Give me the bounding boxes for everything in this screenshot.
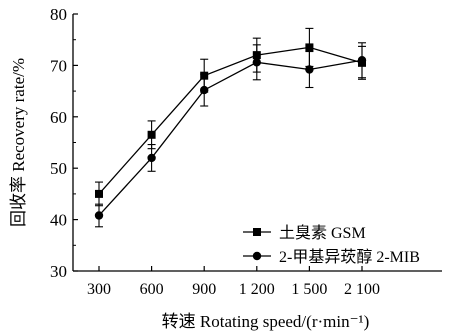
data-point — [357, 56, 367, 65]
legend-label: 土臭素 GSM — [279, 224, 366, 242]
legend-label: 2-甲基异莰醇 2-MIB — [279, 248, 420, 266]
series-1 — [95, 27, 366, 207]
series-line — [98, 46, 363, 195]
x-axis-label: 转速 Rotating speed/(r·min⁻¹) — [162, 312, 370, 331]
y-tick-label: 30 — [50, 262, 67, 281]
data-point — [252, 58, 261, 67]
axes: 30 40 50 60 70 80 300 600 900 1 200 1 500 2 100 — [50, 5, 442, 298]
series-line — [98, 59, 363, 216]
data-point — [305, 65, 314, 74]
x-tick-label: 900 — [192, 281, 216, 298]
data-point — [95, 189, 103, 198]
y-tick-label: 50 — [50, 159, 67, 178]
x-tick-label: 1 500 — [291, 281, 327, 298]
y-tick-label: 40 — [50, 211, 67, 230]
series-2 — [94, 42, 367, 228]
x-tick-label: 1 200 — [239, 281, 275, 298]
y-tick-label: 70 — [50, 56, 67, 75]
data-point — [305, 43, 314, 52]
series-layer — [94, 27, 367, 228]
legend-marker — [252, 251, 262, 261]
legend: 土臭素 GSM 2-甲基异莰醇 2-MIB — [243, 224, 420, 266]
y-tick-label: 60 — [50, 108, 67, 127]
data-point — [200, 85, 209, 95]
data-point — [147, 153, 156, 163]
y-tick-label: 80 — [50, 5, 67, 24]
data-point — [94, 211, 104, 220]
data-point — [147, 130, 156, 139]
x-tick-label: 300 — [87, 281, 111, 298]
x-tick-label: 600 — [140, 281, 164, 298]
legend-marker — [253, 228, 261, 236]
y-axis-label: 回收率 Recovery rate/% — [9, 58, 28, 227]
x-tick-label: 2 100 — [344, 281, 380, 298]
